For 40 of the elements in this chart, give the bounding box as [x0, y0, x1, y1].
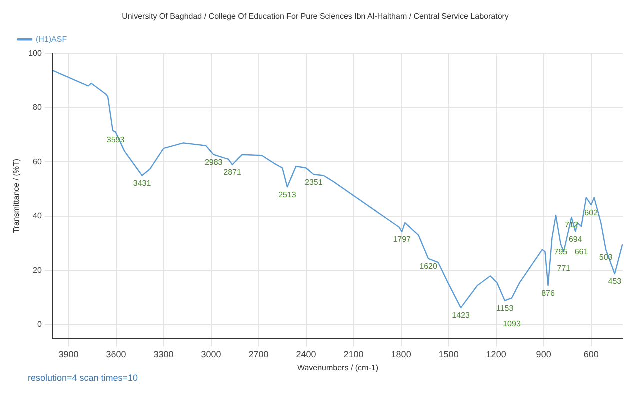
y-tick-label: 0	[37, 320, 42, 330]
annotation: 602	[584, 208, 599, 218]
x-tick-label: 1500	[438, 349, 459, 360]
chart-title: University Of Baghdad / College Of Education For Pure Sciences Ibn Al-Haitham / Central Service Laboratory	[122, 12, 509, 22]
annotation: 1620	[420, 262, 438, 272]
annotation: 1153	[496, 304, 514, 314]
annotation: 661	[574, 248, 589, 257]
x-axis-title: Wavenumbers / (cm-1)	[297, 363, 379, 372]
annotation: 694	[568, 235, 583, 244]
x-tick-label: 3300	[154, 349, 174, 360]
annotation: 795	[554, 248, 568, 257]
x-tick-label: 3600	[106, 349, 126, 360]
y-tick-label: 100	[28, 48, 42, 58]
annotation: 3431	[133, 178, 152, 188]
y-axis-title: Transmittance / (%T)	[12, 158, 22, 234]
y-tick-label: 40	[33, 212, 42, 221]
x-tick-label: 3900	[58, 349, 79, 360]
annotation: 1093	[503, 319, 522, 328]
x-tick-label: 900	[536, 349, 552, 360]
annotation: 2983	[204, 158, 224, 168]
annotation: 1423	[452, 311, 470, 320]
annotation: 2513	[278, 190, 297, 200]
x-tick-label: 600	[584, 349, 599, 360]
annotation: 2871	[224, 168, 242, 178]
annotation: 2351	[305, 178, 324, 187]
y-tick-label: 80	[33, 103, 42, 112]
annotation: 771	[557, 264, 572, 273]
legend-label: (H1)ASF	[36, 34, 68, 44]
x-tick-label: 2100	[344, 349, 364, 360]
annotation: 1797	[393, 235, 412, 244]
annotation: 876	[542, 288, 556, 298]
y-tick-label: 60	[33, 157, 42, 166]
x-tick-label: 2700	[248, 349, 269, 360]
x-tick-label: 3000	[201, 349, 222, 360]
annotation: 453	[608, 277, 622, 286]
x-tick-label: 1800	[391, 349, 412, 360]
y-tick-label: 20	[33, 266, 42, 275]
text: resolution=4 scan times=10	[27, 373, 140, 383]
x-tick-label: 1200	[486, 349, 506, 360]
x-tick-label: 2400	[296, 349, 316, 360]
